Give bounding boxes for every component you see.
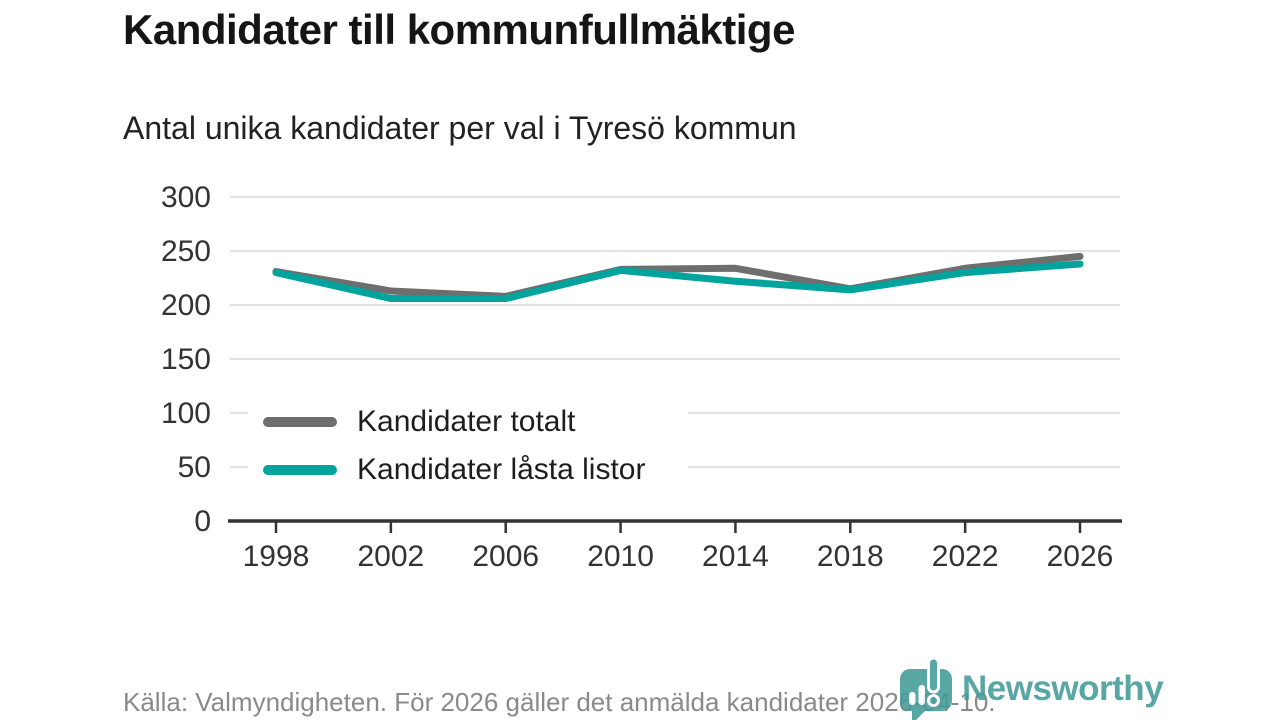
page-title: Kandidater till kommunfullmäktige <box>123 6 795 53</box>
legend-label-locked-lists: Kandidater låsta listor <box>357 453 646 486</box>
logo-bar-medium <box>918 685 925 705</box>
series-line-total <box>272 252 1084 300</box>
y-tick-label: 50 <box>178 451 211 484</box>
line-chart: 0 50 100 150 200 250 300 1998 2002 2006 2010 2014 20… <box>161 181 1122 573</box>
x-tick-label: 2026 <box>1047 540 1114 573</box>
y-tick-label: 200 <box>161 289 211 322</box>
x-tick-label: 2006 <box>472 540 539 573</box>
logo-exclamation-dot <box>927 694 940 707</box>
source-note: Källa: Valmyndigheten. För 2026 gäller d… <box>123 687 996 717</box>
newsworthy-logo: Newsworthy <box>898 655 1164 720</box>
legend-label-total: Kandidater totalt <box>357 405 576 438</box>
series-line-locked-lists <box>272 260 1084 303</box>
legend-item-locked-lists: Kandidater låsta listor <box>248 447 688 493</box>
y-tick-label: 300 <box>161 181 211 214</box>
logo-bar-small <box>909 692 916 705</box>
y-tick-label: 0 <box>194 505 211 538</box>
newsworthy-logo-icon <box>900 656 952 720</box>
y-tick-label: 250 <box>161 235 211 268</box>
logo-exclamation-bar <box>927 656 940 694</box>
legend-swatch-total <box>263 417 337 427</box>
y-tick-label: 100 <box>161 397 211 430</box>
legend-item-total: Kandidater totalt <box>248 399 688 445</box>
legend-swatch-locked-lists <box>263 465 337 475</box>
chart-legend: Kandidater totalt Kandidater låsta listo… <box>248 398 688 494</box>
x-tick-label: 2002 <box>357 540 424 573</box>
x-tick-label: 2022 <box>932 540 999 573</box>
logo-bubble-shape <box>900 669 952 720</box>
chart-subtitle: Antal unika kandidater per val i Tyresö … <box>123 110 797 146</box>
x-tick-label: 2014 <box>702 540 769 573</box>
y-tick-label: 150 <box>161 343 211 376</box>
x-tick-label: 2018 <box>817 540 884 573</box>
x-tick-label: 1998 <box>243 540 310 573</box>
x-tick-label: 2010 <box>587 540 654 573</box>
newsworthy-logo-text: Newsworthy <box>962 669 1164 708</box>
